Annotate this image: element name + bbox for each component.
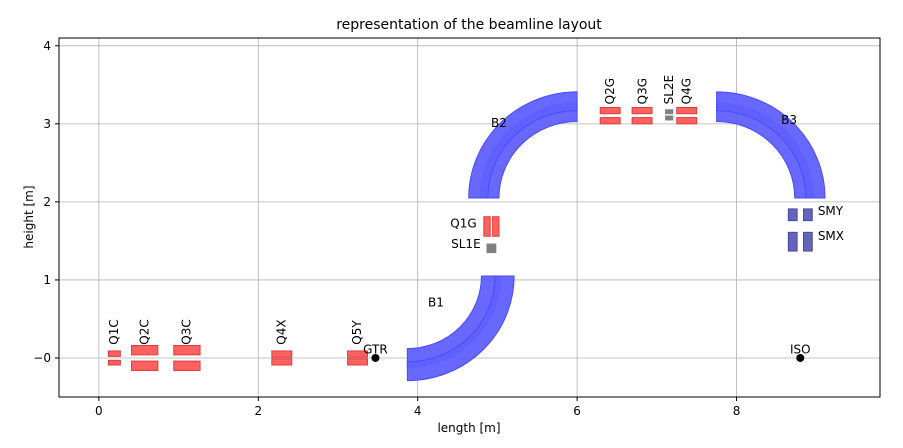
steerer-smy [802,208,813,222]
element-label-sl1e: SL1E [451,237,481,251]
slit-sl1e [486,243,497,254]
x-tick-label: 8 [733,404,741,418]
y-tick-label: 4 [43,39,51,53]
element-label-q4x: Q4X [274,319,288,344]
dipole-b3 [716,91,826,199]
x-tick-label: 2 [254,404,262,418]
quadrupole-q4g [676,117,698,125]
y-axis-label: height [m] [22,185,36,248]
element-label-q5y: Q5Y [350,320,364,345]
element-label-q3c: Q3C [180,319,194,344]
element-label-q2c: Q2C [137,319,151,344]
quadrupole-q4x [271,350,293,358]
quadrupole-q5y [347,358,368,366]
slit-sl2e [665,115,674,121]
quadrupole-q3c [173,360,201,371]
steerer-smy [787,208,798,222]
point-iso [796,353,805,362]
quadrupole-q4g [676,106,698,115]
y-tick-label: 1 [43,273,51,287]
element-label-q1g: Q1G [450,217,476,231]
steerer-smx [787,231,798,252]
quadrupole-q2g [599,117,621,125]
plot-frame [58,37,881,398]
axis-ticks: 0 2 4 6 8 −0 1 2 3 4 [33,39,740,418]
y-tick-label: 2 [43,195,51,209]
point-gtr [371,353,380,362]
element-label-smy: SMY [818,204,844,218]
quadrupole-q3g [631,106,653,115]
x-tick-label: 6 [573,404,581,418]
element-label-b2: B2 [491,116,507,130]
quadrupole-q3g [631,117,653,125]
x-tick-label: 0 [95,404,103,418]
chart-title: representation of the beamline layout [336,17,602,33]
quadrupole-q3c [173,344,201,356]
dipole-b1 [406,275,515,382]
quadrupole-q1g [492,216,500,237]
quadrupole-q2g [599,106,621,115]
element-label-b3: B3 [781,113,797,127]
y-tick-label: 3 [43,117,51,131]
steerer-smx [802,231,813,252]
element-label-q2g: Q2G [603,78,617,104]
element-label-iso: ISO [790,342,811,356]
quadrupole-q2c [131,344,159,356]
quadrupole-q1c [107,359,121,366]
quadrupole-q2c [131,360,159,371]
x-axis-label: length [m] [437,421,500,435]
element-label-gtr: GTR [363,342,388,356]
element-label-q4g: Q4G [679,78,693,104]
quadrupole-q4x [271,358,293,366]
element-label-q3g: Q3G [635,78,649,104]
dipole-b2 [468,91,578,199]
plot-marks: Q1C Q2C Q3C Q4X Q5Y Q2G Q3G SL2E Q4G B1 B2 B3 Q1G SL1… [107,75,844,382]
quadrupole-q1c [107,350,121,357]
element-label-smx: SMX [818,229,844,243]
element-label-q1c: Q1C [107,319,121,344]
y-tick-label: −0 [33,351,51,365]
slit-sl2e [665,109,674,115]
quadrupole-q1g [483,216,491,237]
element-label-b1: B1 [428,295,444,309]
x-tick-label: 4 [414,404,422,418]
quadrupole-q5y [347,350,368,358]
element-label-sl2e: SL2E [662,75,676,105]
